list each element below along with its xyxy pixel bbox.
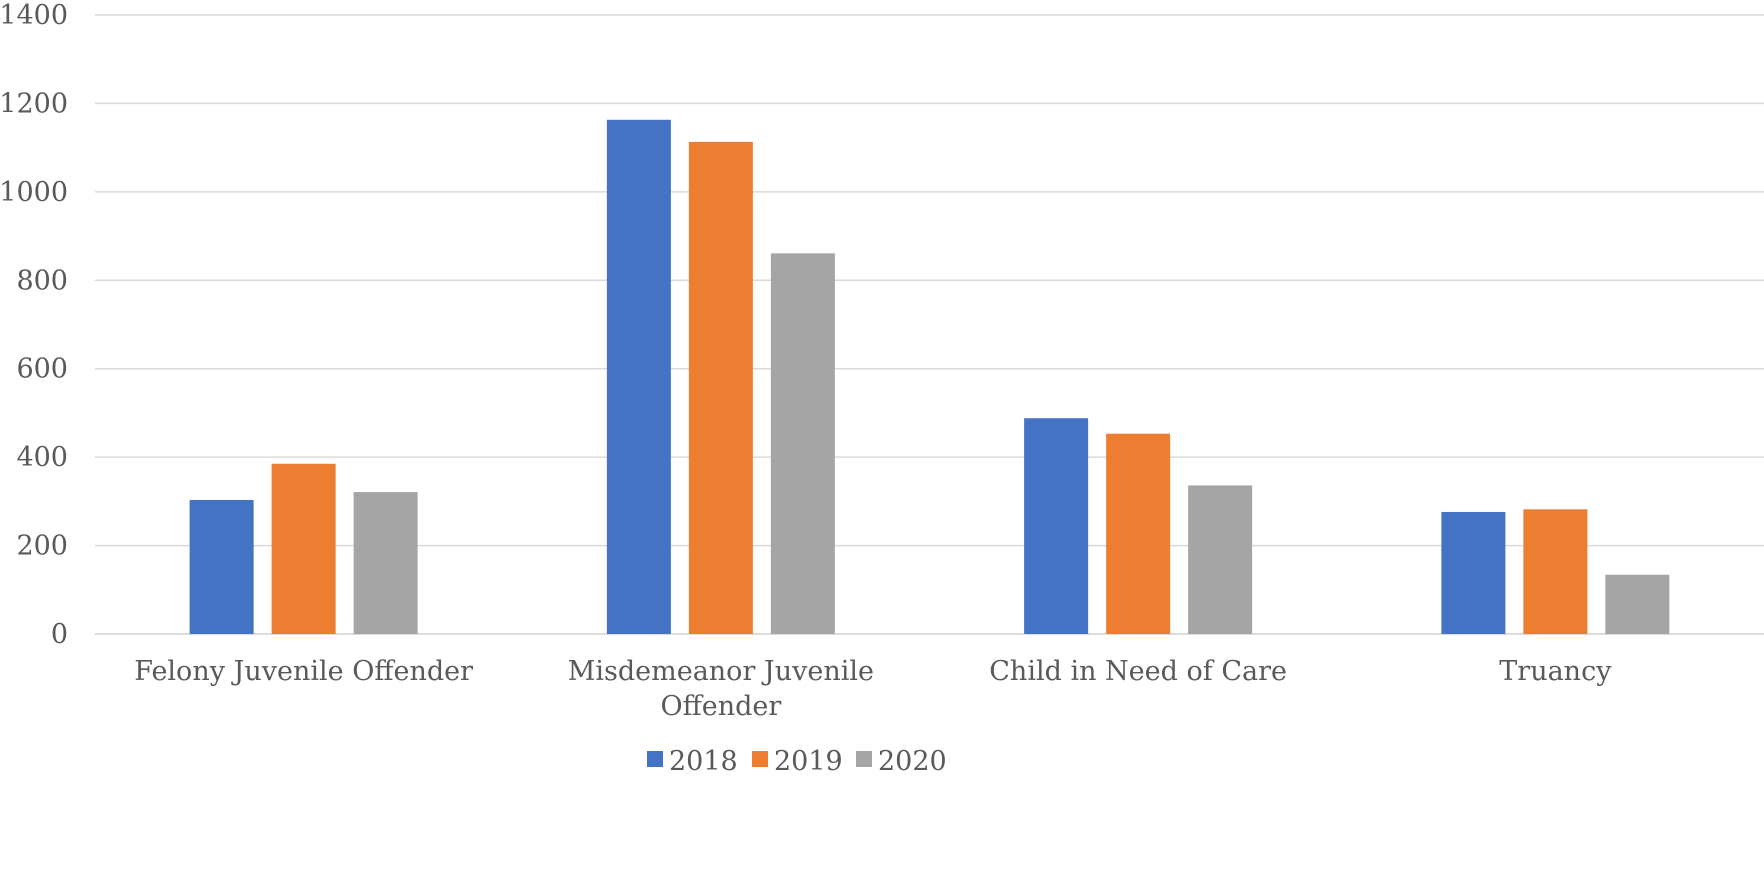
y-tick-label: 600 xyxy=(16,354,68,385)
y-tick-label: 800 xyxy=(16,265,68,296)
bar-2018-0 xyxy=(189,500,254,634)
bar-2018-3 xyxy=(1441,511,1506,634)
bar-2019-3 xyxy=(1523,509,1588,634)
bar-2019-1 xyxy=(688,141,753,634)
bar-2018-1 xyxy=(606,119,671,635)
gridlines xyxy=(95,14,1764,635)
y-tick-label: 400 xyxy=(16,442,68,473)
x-category-label: Truancy xyxy=(1499,656,1612,687)
x-category-label: Offender xyxy=(660,691,781,722)
bars xyxy=(189,119,1670,635)
bar-2019-0 xyxy=(271,463,336,634)
bar-2018-2 xyxy=(1024,418,1089,634)
legend-label-2019: 2019 xyxy=(774,746,843,777)
bar-2020-0 xyxy=(353,492,418,634)
x-category-label: Misdemeanor Juvenile xyxy=(568,656,874,687)
bar-2019-2 xyxy=(1106,433,1171,634)
y-tick-label: 1400 xyxy=(0,0,68,31)
legend-label-2020: 2020 xyxy=(878,746,947,777)
bar-2020-1 xyxy=(770,253,835,634)
legend-swatch-2020 xyxy=(856,751,872,767)
legend-swatch-2019 xyxy=(752,751,768,767)
legend: 2018 2019 2020 xyxy=(647,746,947,777)
x-axis-categories: Felony Juvenile Offender Misdemeanor Juve… xyxy=(134,656,1612,722)
x-category-label: Child in Need of Care xyxy=(989,656,1287,687)
x-category-label: Felony Juvenile Offender xyxy=(134,656,473,687)
legend-swatch-2018 xyxy=(647,751,663,767)
legend-label-2018: 2018 xyxy=(669,746,738,777)
y-tick-label: 1200 xyxy=(0,88,68,119)
y-tick-label: 1000 xyxy=(0,177,68,208)
y-tick-label: 200 xyxy=(16,531,68,562)
bar-2020-2 xyxy=(1188,485,1253,634)
y-axis-ticks: 0 200 400 600 800 1000 1200 1400 xyxy=(0,0,68,650)
y-tick-label: 0 xyxy=(51,619,68,650)
bar-2020-3 xyxy=(1605,574,1670,634)
